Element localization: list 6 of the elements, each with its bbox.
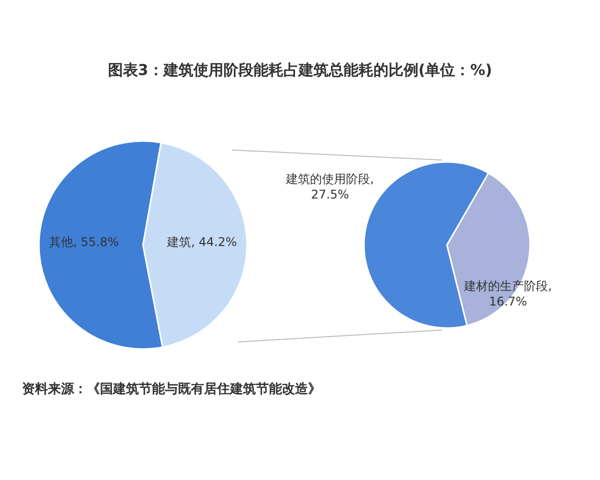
slice-label: 其他, 55.8% <box>49 235 119 249</box>
slice-label: 建筑, 44.2% <box>166 235 237 249</box>
slice-label: 建材的生产阶段, 16.7% <box>463 279 552 309</box>
text: 资料来源：《国建筑节能与既有居住建筑节能改造》 <box>22 381 321 397</box>
slice-label: 建筑的使用阶段, 27.5% <box>285 172 374 202</box>
text: 图表3：建筑使用阶段能耗占建筑总能耗的比例(单位：%) <box>108 61 492 79</box>
